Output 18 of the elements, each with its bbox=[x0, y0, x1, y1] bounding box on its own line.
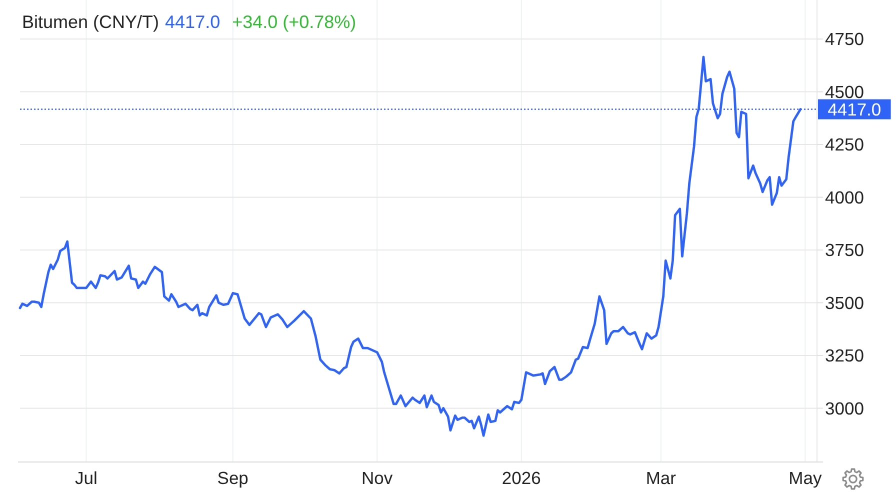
y-tick-label: 3750 bbox=[825, 240, 864, 260]
annotation: 4417.0 bbox=[165, 11, 220, 34]
y-tick-label: 3500 bbox=[825, 292, 864, 313]
y-tick-label: 4250 bbox=[825, 134, 864, 155]
y-tick-label: 4750 bbox=[825, 29, 864, 50]
x-tick-label: May bbox=[788, 468, 822, 488]
ref-line-label: 4417.0 bbox=[828, 99, 882, 120]
y-tick-label: 4500 bbox=[825, 82, 864, 102]
y-tick-label: 3250 bbox=[825, 346, 864, 366]
y-tick-label: 4000 bbox=[825, 187, 864, 208]
x-tick-label: Sep bbox=[217, 468, 248, 488]
x-tick-label: Mar bbox=[646, 468, 676, 488]
text: Bitumen (CNY/T) bbox=[22, 11, 160, 34]
annotation: +34.0 (+0.78%) bbox=[232, 11, 356, 34]
x-tick-label: Jul bbox=[75, 468, 98, 488]
y-tick-label: 3000 bbox=[825, 398, 864, 418]
x-tick-label: 2026 bbox=[502, 468, 541, 488]
x-tick-label: Nov bbox=[362, 468, 393, 488]
